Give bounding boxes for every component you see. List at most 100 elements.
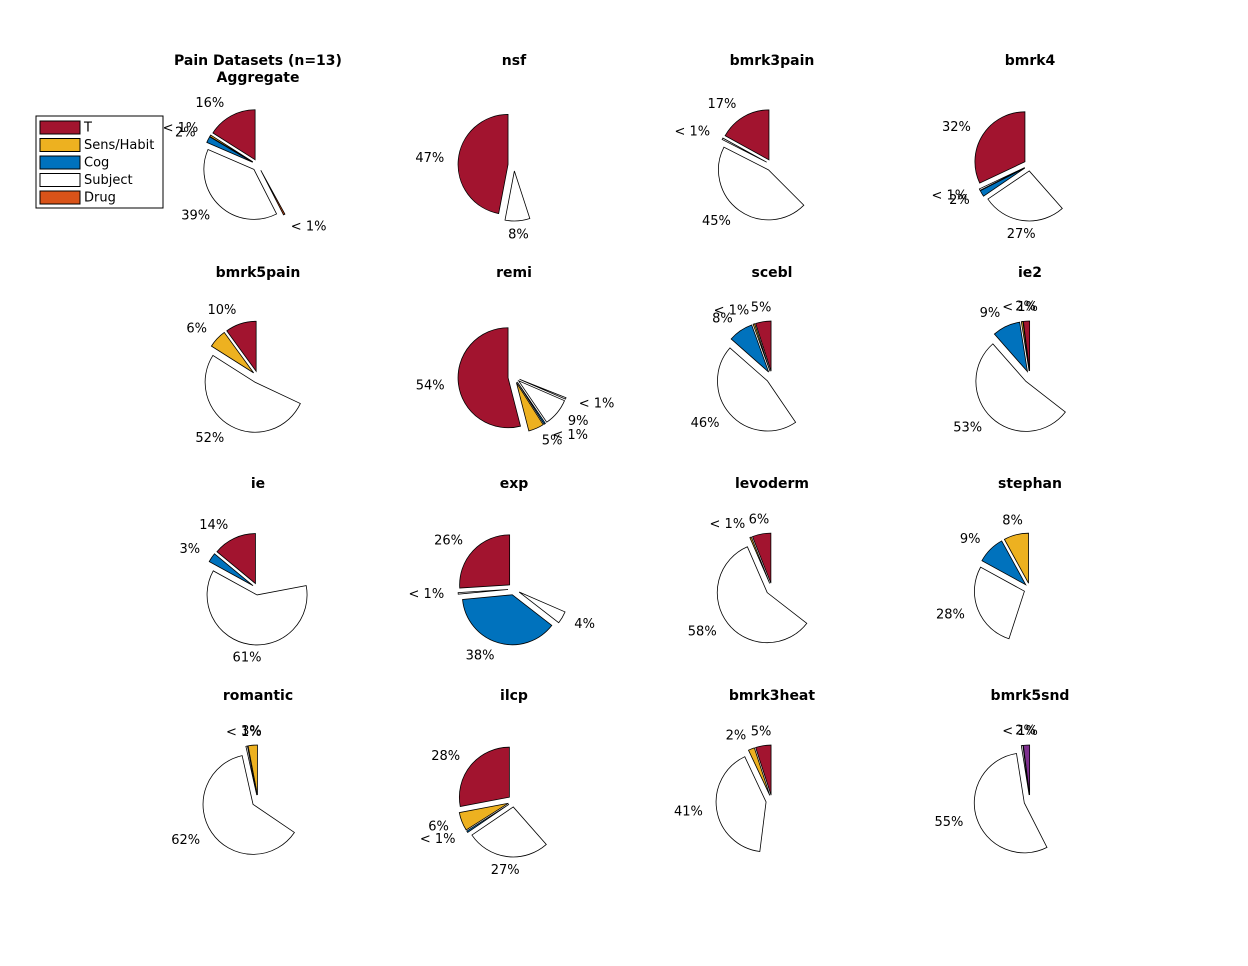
- slice-label: < 1%: [291, 219, 327, 234]
- slice-label: 61%: [233, 651, 262, 666]
- slice-label: 27%: [1007, 227, 1036, 242]
- slice-label: 17%: [707, 97, 736, 112]
- pie-slice: [245, 745, 258, 796]
- slice-label: < 1%: [1002, 724, 1038, 739]
- slice-label: 3%: [241, 724, 262, 739]
- pie-title: nsf: [502, 53, 527, 69]
- pie-title: ie: [251, 476, 265, 492]
- pie-title: bmrk4: [1005, 53, 1056, 69]
- pie-slice: [993, 321, 1029, 373]
- slice-label: 3%: [179, 542, 200, 557]
- pie-slice: [987, 170, 1063, 222]
- legend-swatch-cog: [39, 155, 81, 170]
- slice-label: < 1%: [1002, 300, 1038, 315]
- pie-slice: [747, 747, 771, 796]
- pie-slice: [462, 594, 553, 646]
- pie-title: romantic: [223, 688, 293, 704]
- pie-exp: exp 26% < 1% 38% 4%: [409, 476, 595, 664]
- pie-ie: ie 14% 3% 61%: [179, 476, 308, 666]
- pie-slice: [1020, 745, 1030, 796]
- slice-label: 9%: [568, 414, 589, 429]
- slice-label: < 1%: [226, 725, 262, 740]
- pie-title: bmrk3heat: [729, 688, 815, 704]
- pie-slice: [516, 381, 546, 425]
- pie-ie2: ie2 2%< 1%9% 53%: [953, 265, 1066, 436]
- slice-label: < 1%: [420, 832, 456, 847]
- slice-label: 5%: [751, 724, 772, 739]
- pie-slice: [204, 354, 301, 433]
- pie-slice: [471, 806, 547, 858]
- pie-stephan: stephan 8% 9% 28%: [936, 476, 1062, 640]
- pie-slice: [975, 343, 1066, 432]
- pie-bmrk5snd: bmrk5snd 2%< 1% 55%: [934, 688, 1070, 854]
- pie-slice: [209, 134, 254, 163]
- pie-slice: [1022, 744, 1031, 796]
- legend-swatch-t: [39, 120, 81, 135]
- slice-label: < 1%: [409, 587, 445, 602]
- slice-label: 38%: [466, 649, 495, 664]
- pie-slice: [749, 536, 771, 584]
- pie-slice: [724, 109, 770, 161]
- slice-label: 2%: [1015, 300, 1036, 315]
- pie-title: bmrk3pain: [730, 53, 815, 69]
- pie-slice: [226, 320, 257, 373]
- pie-slice: [457, 327, 521, 429]
- slice-label: < 1%: [931, 188, 967, 203]
- slice-label: 6%: [428, 819, 449, 834]
- pie-title: Pain Datasets (n=13): [174, 53, 342, 69]
- slice-label: 8%: [1002, 514, 1023, 529]
- pie-slice: [1020, 321, 1030, 372]
- slice-label: 52%: [195, 431, 224, 446]
- pie-slice: [515, 382, 544, 432]
- slice-label: 10%: [207, 303, 236, 318]
- pie-slice: [466, 803, 510, 833]
- pie-slice: [717, 347, 797, 432]
- legend-swatch-subject: [39, 173, 81, 187]
- slice-label: 6%: [186, 322, 207, 337]
- pie-slice: [206, 570, 308, 646]
- pie-title: scebl: [752, 265, 793, 281]
- legend-label-sens-habit: Sens/Habit: [84, 138, 154, 153]
- pie-slice: [1003, 532, 1029, 584]
- pie-slice: [260, 170, 286, 216]
- pie-slice: [974, 111, 1026, 184]
- legend-swatch-drug: [39, 190, 81, 205]
- pie-slice: [978, 167, 1025, 191]
- slice-label: 4%: [574, 617, 595, 632]
- legend-label-t: T: [83, 121, 92, 136]
- pie-bmrk4: bmrk4 32% < 1%2% 27%: [931, 53, 1063, 242]
- pie-slice: [755, 320, 772, 372]
- pie-scebl: scebl 5%< 1%8% 46%: [691, 265, 797, 432]
- slice-label: 41%: [674, 805, 703, 820]
- pie-slice: [212, 109, 256, 161]
- pie-slice: [718, 146, 805, 221]
- pie-slice: [751, 532, 772, 584]
- slice-label: 5%: [542, 434, 563, 449]
- slice-label: 45%: [702, 214, 731, 229]
- pie-bmrk5pain: bmrk5pain 10%6% 52%: [186, 265, 301, 446]
- slice-label: 2%: [175, 126, 196, 141]
- slice-label: 28%: [431, 749, 460, 764]
- pie-slice: [459, 534, 511, 589]
- pie-title: stephan: [998, 476, 1062, 492]
- pie-slice: [716, 546, 808, 644]
- pie-slice: [974, 566, 1025, 640]
- pie-title: bmrk5snd: [991, 688, 1070, 704]
- pie-slice: [973, 753, 1048, 854]
- pie-title: Aggregate: [217, 70, 300, 86]
- pie-slice: [457, 114, 509, 215]
- pie-levoderm: levoderm 6%< 1% 58%: [688, 476, 809, 644]
- pie-slice: [517, 379, 566, 423]
- pie-romantic: romantic 3%< 1% 62%: [171, 688, 295, 855]
- pie-slice: [518, 591, 566, 624]
- slice-label: 2%: [726, 728, 747, 743]
- slice-label: 8%: [712, 312, 733, 327]
- pie-bmrk3heat: bmrk3heat 5% 2% 41%: [674, 688, 815, 852]
- legend-label-subject: Subject: [84, 173, 133, 188]
- legend-label-drug: Drug: [84, 191, 116, 206]
- slice-label: 53%: [953, 421, 982, 436]
- pie-bmrk3pain: bmrk3pain 17% < 1% 45%: [674, 53, 814, 229]
